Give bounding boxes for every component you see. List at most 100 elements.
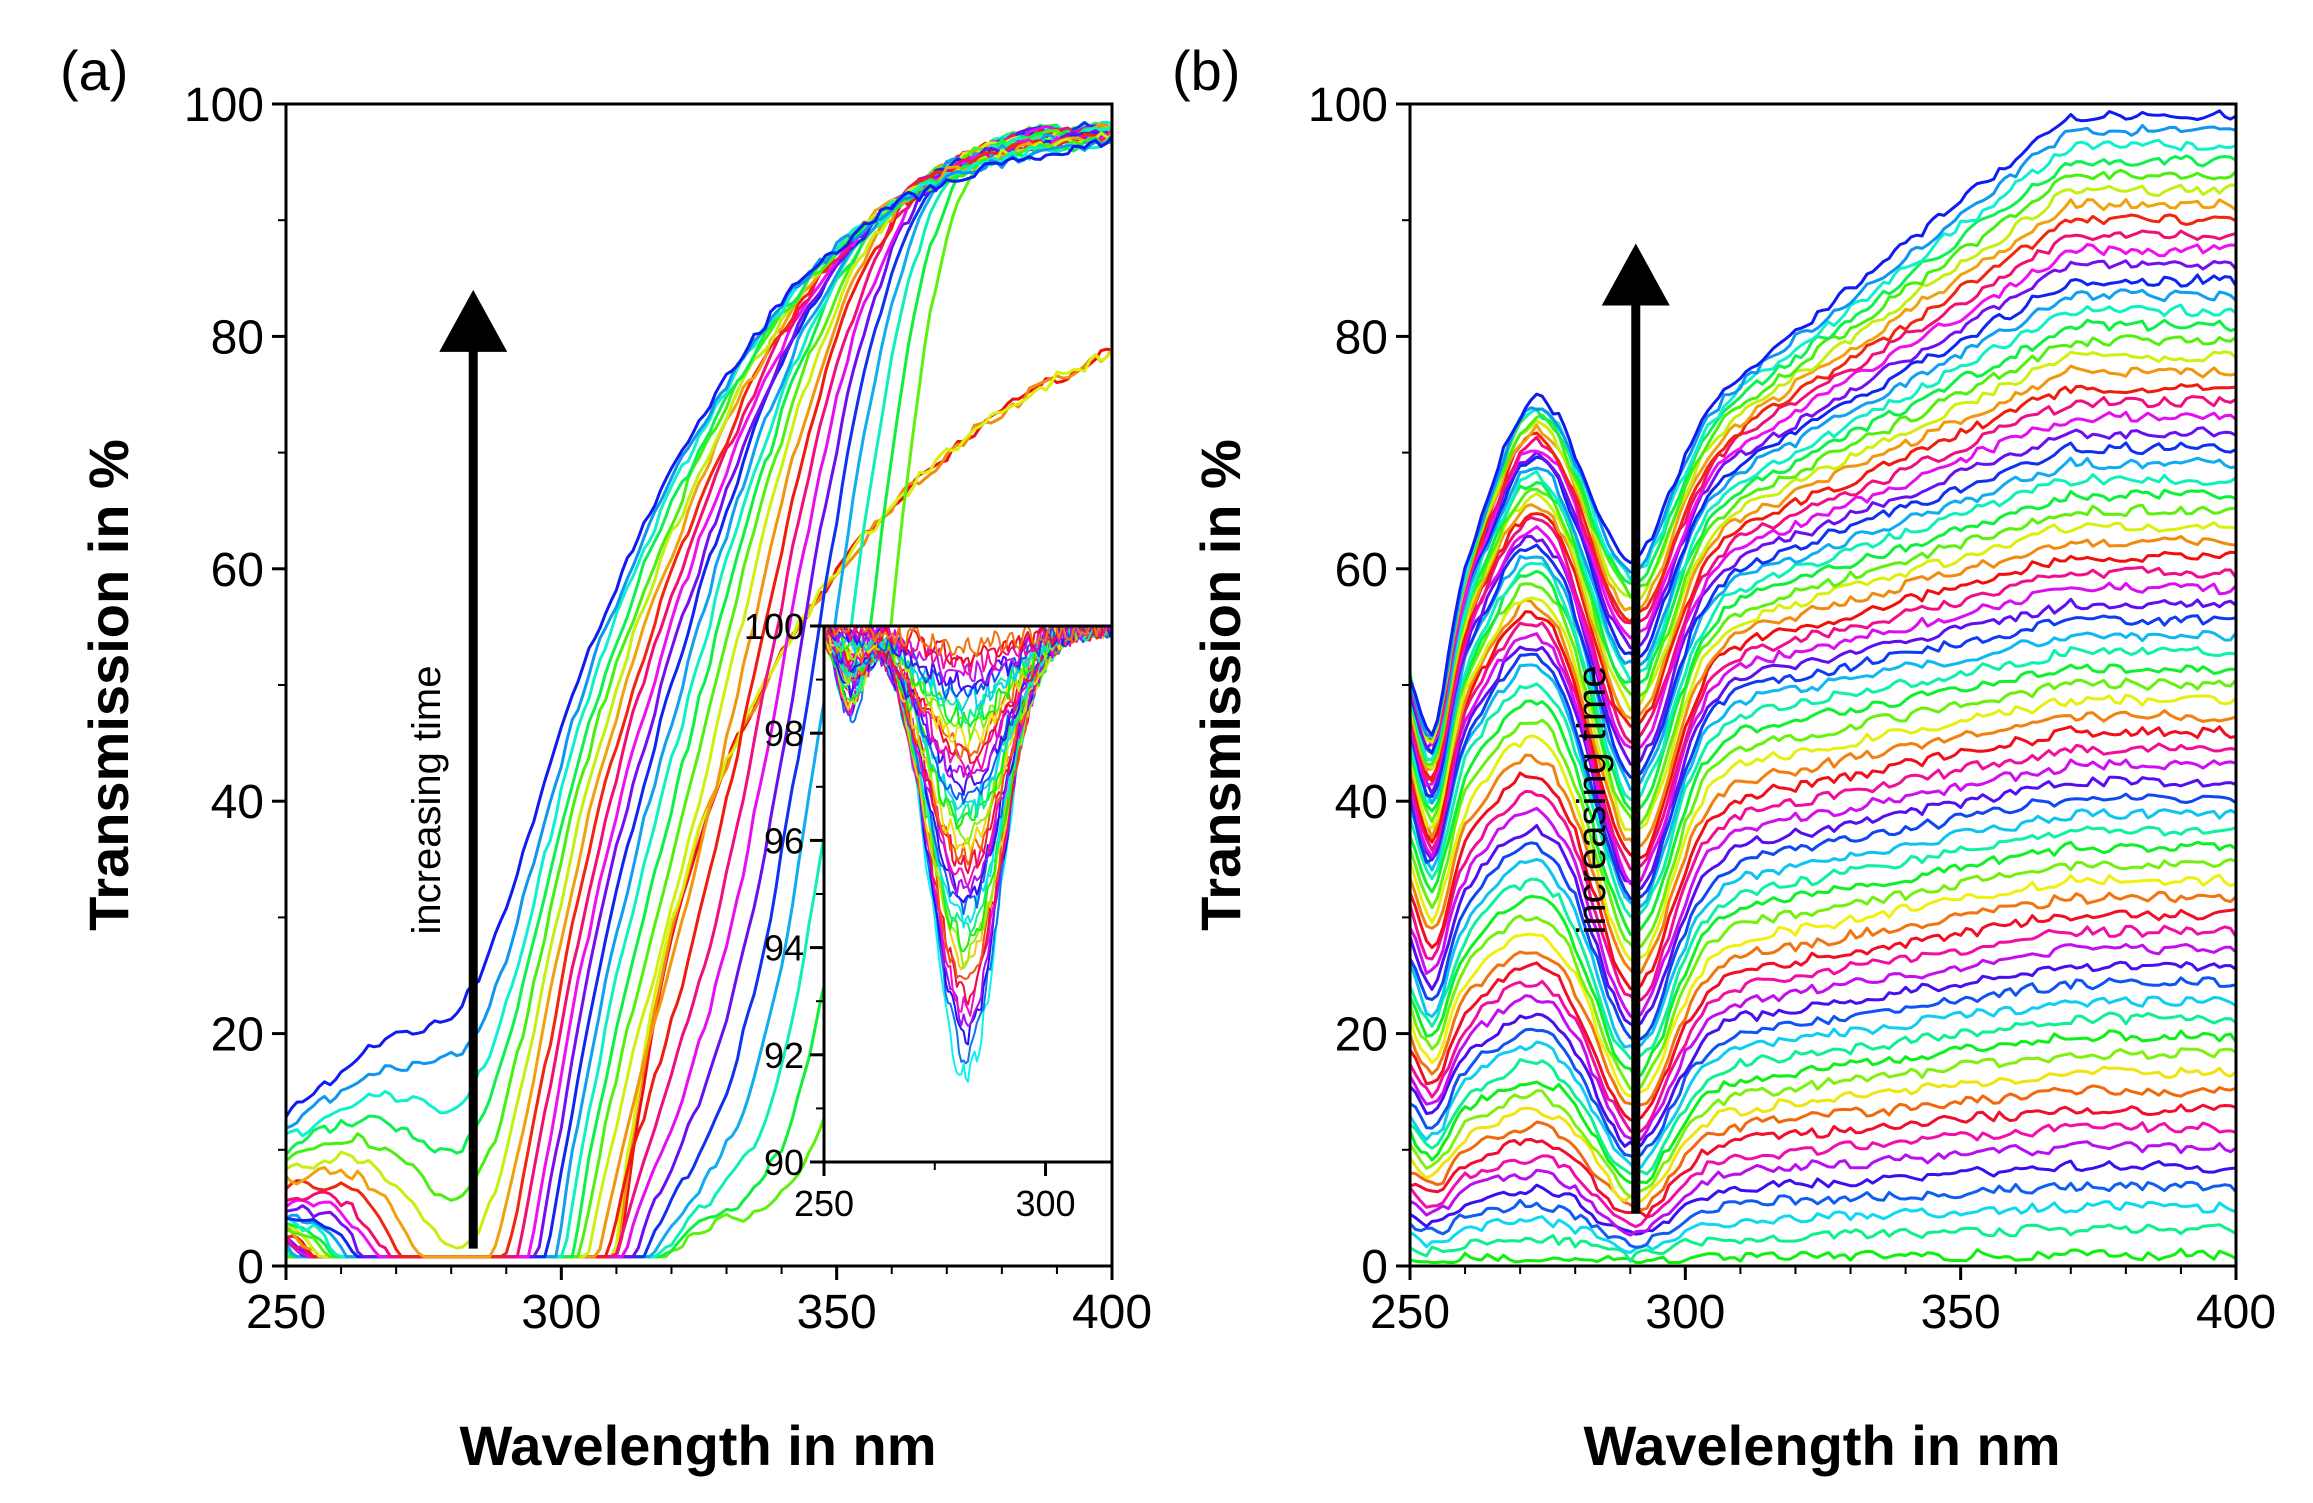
panel-a-arrow bbox=[439, 289, 508, 1249]
panel-b-series-5 bbox=[1410, 1159, 2236, 1236]
inset-xtick-label-250: 250 bbox=[794, 1183, 854, 1224]
panel-b-xtick-label-400: 400 bbox=[2196, 1286, 2276, 1339]
panel-b-series-2 bbox=[1410, 1223, 2236, 1263]
panel-b-series-26 bbox=[1410, 792, 2236, 1042]
inset-ytick-label-90: 90 bbox=[764, 1142, 804, 1183]
panel-a-ytick-label-20: 20 bbox=[211, 1009, 264, 1062]
panel-a-xtick-label-300: 300 bbox=[521, 1286, 601, 1339]
inset-ytick-label-100: 100 bbox=[744, 606, 804, 647]
panel-b-series-47 bbox=[1410, 456, 2236, 805]
panel-a: 250 300 90 92 94 96 98 100 250 300 350 400 0 20 40 60 8… bbox=[60, 39, 1152, 1477]
panel-b-series-18 bbox=[1410, 924, 2236, 1135]
panel-b-series-37 bbox=[1410, 614, 2236, 901]
panel-b-xtick-label-300: 300 bbox=[1645, 1286, 1725, 1339]
panel-b-series-70 bbox=[1410, 109, 2236, 737]
panel-a-arrow-head bbox=[439, 289, 508, 352]
panel-a-ytick-label-0: 0 bbox=[237, 1241, 264, 1294]
panel-a-ticks: 250 300 350 400 0 20 40 60 80 100 bbox=[184, 79, 1152, 1339]
panel-b-series-4 bbox=[1410, 1180, 2236, 1249]
inset-ytick-label-96: 96 bbox=[764, 820, 804, 861]
panel-b-ylabel: Transmission in % bbox=[1189, 439, 1252, 931]
panel-b-series-9 bbox=[1410, 1084, 2236, 1212]
panel-b-series-40 bbox=[1410, 565, 2236, 871]
panel-b-ytick-label-80: 80 bbox=[1335, 311, 1388, 364]
panel-b-series-13 bbox=[1410, 1011, 2236, 1176]
panel-b-series-30 bbox=[1410, 725, 2236, 992]
panel-b-series-63 bbox=[1410, 213, 2236, 741]
inset-ticks: 250 300 90 92 94 96 98 100 bbox=[744, 606, 1076, 1224]
panel-b-series-62 bbox=[1410, 229, 2236, 744]
panel-b-series-56 bbox=[1410, 318, 2236, 762]
panel-b-series-6 bbox=[1410, 1140, 2236, 1237]
panel-b-ytick-label-100: 100 bbox=[1308, 79, 1388, 132]
panel-b-ytick-label-0: 0 bbox=[1361, 1241, 1388, 1294]
panel-b-annotation: increasing time bbox=[1570, 665, 1614, 934]
panel-b: 250 300 350 400 0 20 40 60 80 100 (b) Wavelength … bbox=[1172, 39, 2276, 1477]
panel-b-series-49 bbox=[1410, 426, 2236, 796]
panel-b-spectra bbox=[1410, 109, 2236, 1264]
panel-b-series-58 bbox=[1410, 288, 2236, 755]
panel-b-series-32 bbox=[1410, 693, 2236, 962]
panel-a-series-29 bbox=[286, 140, 1112, 1130]
panel-a-xtick-label-250: 250 bbox=[246, 1286, 326, 1339]
panel-b-series-10 bbox=[1410, 1065, 2236, 1204]
panel-b-series-21 bbox=[1410, 873, 2236, 1098]
panel-b-series-19 bbox=[1410, 908, 2236, 1123]
panel-a-xtick-label-350: 350 bbox=[797, 1286, 877, 1339]
panel-a-series-28 bbox=[286, 134, 1112, 1138]
panel-b-series-1 bbox=[1410, 1247, 2236, 1264]
panel-a-xlabel: Wavelength in nm bbox=[459, 1414, 936, 1477]
panel-b-label: (b) bbox=[1172, 39, 1240, 102]
panel-b-series-39 bbox=[1410, 581, 2236, 887]
panel-b-series-20 bbox=[1410, 890, 2236, 1107]
inset-ytick-label-94: 94 bbox=[764, 928, 804, 969]
panel-b-series-36 bbox=[1410, 630, 2236, 909]
inset-ytick-label-98: 98 bbox=[764, 713, 804, 754]
panel-b-xtick-label-350: 350 bbox=[1921, 1286, 2001, 1339]
panel-b-series-65 bbox=[1410, 183, 2236, 744]
panel-b-series-43 bbox=[1410, 521, 2236, 831]
panel-a-spectra bbox=[286, 120, 1112, 1259]
panel-b-series-64 bbox=[1410, 198, 2236, 740]
panel-a-series-27 bbox=[286, 134, 1112, 1157]
panel-b-series-29 bbox=[1410, 742, 2236, 1003]
inset-series-40 bbox=[824, 626, 1112, 657]
panel-b-series-34 bbox=[1410, 663, 2236, 936]
panel-b-series-53 bbox=[1410, 364, 2236, 771]
panel-b-series-15 bbox=[1410, 976, 2236, 1160]
panel-b-series-42 bbox=[1410, 535, 2236, 849]
panel-b-xlabel: Wavelength in nm bbox=[1583, 1414, 2060, 1477]
panel-b-series-24 bbox=[1410, 825, 2236, 1060]
inset-background bbox=[824, 626, 1112, 1162]
panel-b-series-33 bbox=[1410, 677, 2236, 951]
panel-b-series-17 bbox=[1410, 942, 2236, 1144]
inset-spectra bbox=[824, 626, 1112, 1083]
panel-b-series-3 bbox=[1410, 1200, 2236, 1254]
panel-b-series-11 bbox=[1410, 1047, 2236, 1199]
panel-b-series-14 bbox=[1410, 995, 2236, 1171]
panel-b-series-8 bbox=[1410, 1103, 2236, 1219]
panel-b-ytick-label-20: 20 bbox=[1335, 1009, 1388, 1062]
panel-a-ytick-label-80: 80 bbox=[211, 311, 264, 364]
panel-a-ytick-label-40: 40 bbox=[211, 776, 264, 829]
panel-a-label: (a) bbox=[60, 39, 128, 102]
panel-b-series-16 bbox=[1410, 960, 2236, 1150]
panel-b-series-45 bbox=[1410, 488, 2236, 813]
panel-b-ytick-label-40: 40 bbox=[1335, 776, 1388, 829]
panel-b-arrow bbox=[1601, 243, 1670, 1214]
panel-b-series-28 bbox=[1410, 758, 2236, 1020]
panel-b-xtick-label-250: 250 bbox=[1370, 1286, 1450, 1339]
panel-a-ytick-label-60: 60 bbox=[211, 544, 264, 597]
panel-b-series-44 bbox=[1410, 503, 2236, 827]
panel-b-series-22 bbox=[1410, 857, 2236, 1093]
panel-b-series-69 bbox=[1410, 123, 2236, 737]
panel-b-series-48 bbox=[1410, 441, 2236, 798]
panel-b-series-60 bbox=[1410, 259, 2236, 750]
panel-b-series-57 bbox=[1410, 303, 2236, 762]
panel-b-series-52 bbox=[1410, 383, 2236, 783]
panel-b-series-38 bbox=[1410, 597, 2236, 892]
panel-b-series-35 bbox=[1410, 645, 2236, 918]
panel-b-series-12 bbox=[1410, 1029, 2236, 1185]
panel-b-series-27 bbox=[1410, 775, 2236, 1029]
